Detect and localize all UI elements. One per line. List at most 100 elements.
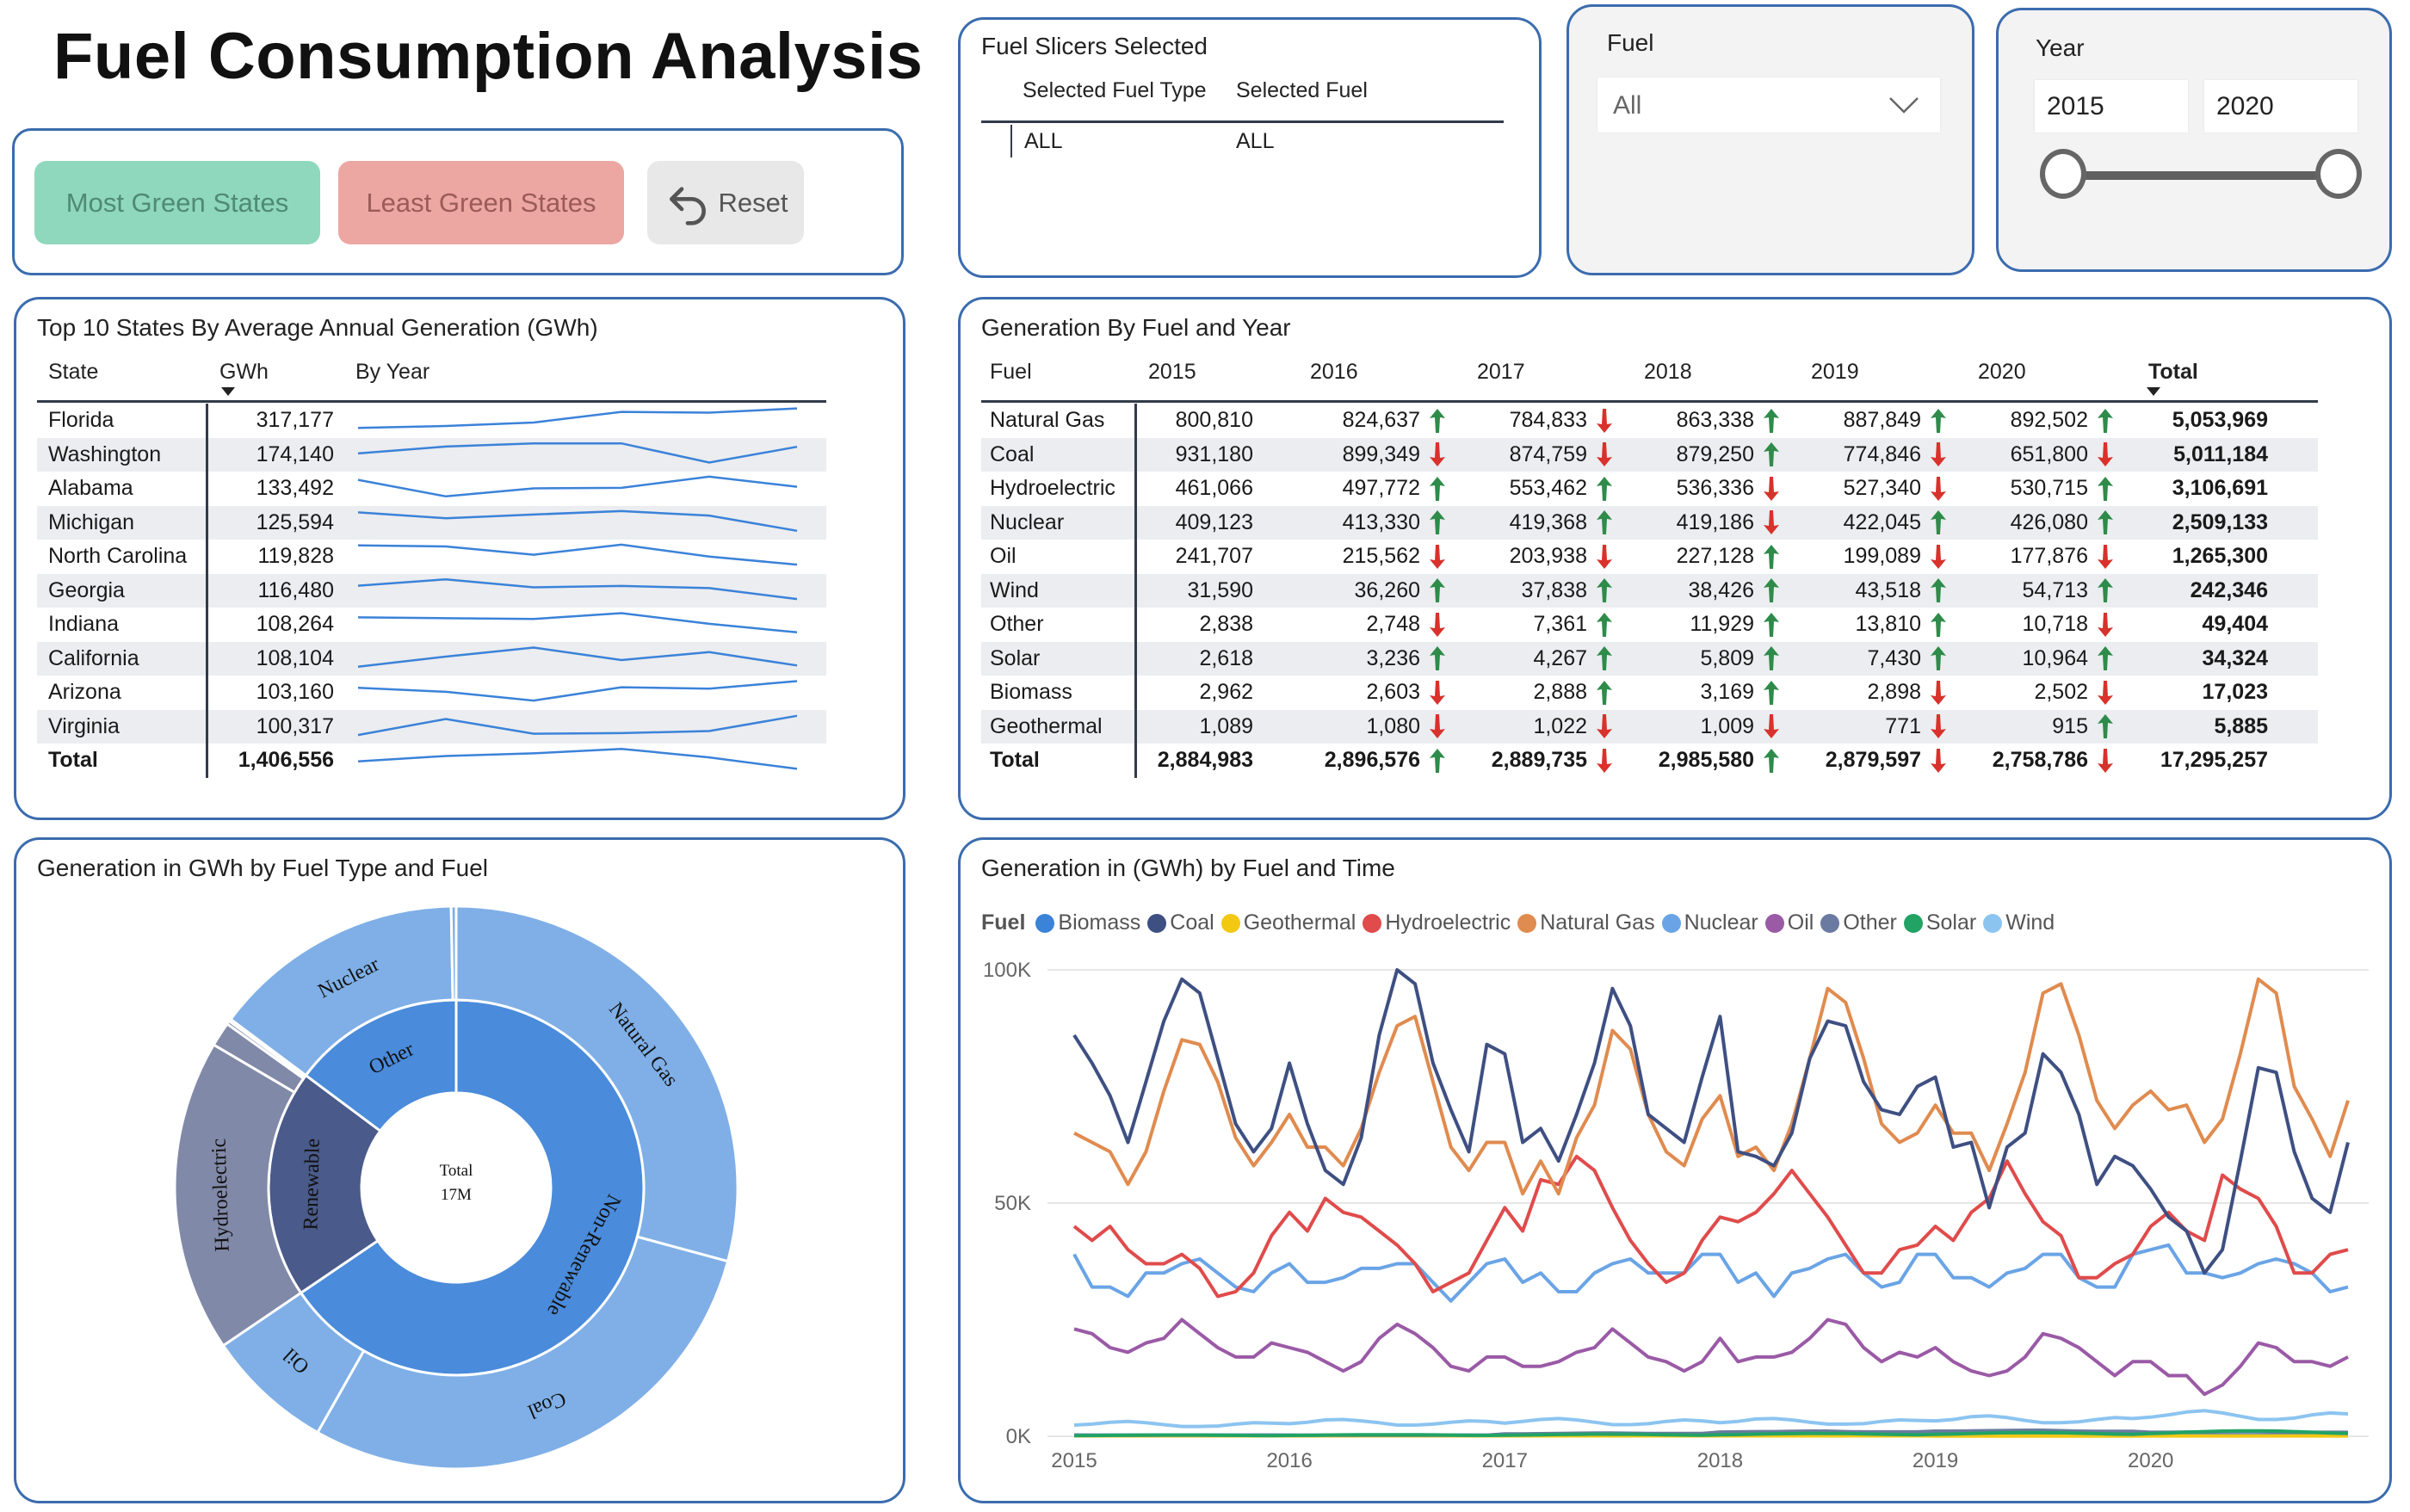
legend-item-biomass[interactable]: Biomass bbox=[1035, 910, 1140, 935]
sunburst-segment-natural-gas[interactable] bbox=[454, 904, 739, 1263]
total-column-header[interactable]: Total bbox=[2148, 360, 2198, 384]
generation-table-title: Generation By Fuel and Year bbox=[981, 314, 1291, 341]
row-divider bbox=[1010, 125, 1012, 157]
year-value-cell: 887,849 bbox=[1792, 404, 1959, 438]
table-row[interactable]: Natural Gas 800,810 824,637 784,833 863,338 8… bbox=[981, 404, 2318, 438]
fuel-cell: Coal bbox=[981, 437, 1137, 472]
year-to-input[interactable]: 2020 bbox=[2204, 80, 2357, 133]
year-slider-end-handle[interactable] bbox=[2315, 149, 2362, 199]
table-row[interactable]: Coal 931,180 899,349 874,759 879,250 774,846 6… bbox=[981, 437, 2318, 472]
table-row[interactable]: Arizona 103,160 bbox=[37, 676, 826, 710]
sparkline-line bbox=[357, 714, 798, 737]
table-row[interactable]: Other 2,838 2,748 7,361 11,929 13,810 10,718 49… bbox=[981, 608, 2318, 642]
state-cell: California bbox=[37, 641, 208, 676]
most-green-states-button[interactable]: Most Green States bbox=[34, 161, 320, 244]
year-slider-track[interactable] bbox=[2067, 171, 2338, 180]
legend-item-solar[interactable]: Solar bbox=[1903, 910, 1976, 935]
line-chart-title: Generation in (GWh) by Fuel and Time bbox=[981, 855, 1395, 881]
table-row[interactable]: Biomass 2,962 2,603 2,888 3,169 2,898 2,502 17,… bbox=[981, 676, 2318, 710]
year-value-cell: 874,759 bbox=[1458, 437, 1625, 472]
legend-item-natural-gas[interactable]: Natural Gas bbox=[1517, 910, 1655, 935]
fuel-dropdown[interactable]: All bbox=[1597, 77, 1940, 133]
arrow-down-icon bbox=[1587, 543, 1622, 571]
gwh-cell: 119,828 bbox=[257, 544, 334, 569]
year-column-header[interactable]: 2018 bbox=[1644, 360, 1692, 384]
table-row[interactable]: Nuclear 409,123 413,330 419,368 419,186 422,0… bbox=[981, 505, 2318, 540]
legend-label: Biomass bbox=[1058, 910, 1141, 935]
year-column-header[interactable]: 2015 bbox=[1148, 360, 1196, 384]
year-value-cell: 43,518 bbox=[1792, 573, 1959, 608]
table-row[interactable]: Michigan 125,594 bbox=[37, 505, 826, 540]
legend-dot-icon bbox=[1035, 913, 1055, 933]
value: 7,430 bbox=[1867, 645, 1921, 670]
value: 2,748 bbox=[1366, 612, 1420, 637]
legend-item-oil[interactable]: Oil bbox=[1764, 910, 1814, 935]
series-line-nuclear[interactable] bbox=[1072, 1243, 2349, 1303]
legend-item-geothermal[interactable]: Geothermal bbox=[1220, 910, 1356, 935]
sunburst-segment-coal[interactable] bbox=[315, 1235, 730, 1471]
sunburst-center-value: 17M bbox=[441, 1186, 472, 1204]
value: 38,426 bbox=[1688, 577, 1754, 602]
year-column-header[interactable]: 2016 bbox=[1310, 360, 1358, 384]
sparkline-cell bbox=[344, 709, 826, 744]
sunburst-segment-hydroelectric[interactable] bbox=[173, 1042, 303, 1348]
year-column-header[interactable]: 2020 bbox=[1978, 360, 2026, 384]
sunburst-center-label: Total bbox=[440, 1162, 473, 1180]
gwh-cell: 1,406,556 bbox=[238, 748, 334, 773]
least-green-states-button[interactable]: Least Green States bbox=[338, 161, 624, 244]
year-from-input[interactable]: 2015 bbox=[2035, 80, 2188, 133]
table-row[interactable]: North Carolina 119,828 bbox=[37, 540, 826, 574]
arrow-down-icon bbox=[2088, 611, 2123, 639]
legend-item-hydroelectric[interactable]: Hydroelectric bbox=[1363, 910, 1511, 935]
table-row[interactable]: Indiana 108,264 bbox=[37, 608, 826, 642]
table-row[interactable]: California 108,104 bbox=[37, 641, 826, 676]
y-tick-label: 0K bbox=[1006, 1425, 1031, 1448]
sparkline-line bbox=[357, 475, 798, 498]
fuel-column-header[interactable]: Fuel bbox=[990, 360, 1032, 384]
gwh-column-header[interactable]: GWh bbox=[219, 360, 269, 384]
series-line-coal[interactable] bbox=[1072, 968, 2350, 1275]
sparkline-line bbox=[357, 612, 798, 634]
arrow-down-icon bbox=[1420, 713, 1455, 740]
table-row[interactable]: Oil 241,707 215,562 203,938 227,128 199,089 17… bbox=[981, 540, 2318, 574]
series-line-wind[interactable] bbox=[1073, 1409, 2349, 1429]
sparkline-cell bbox=[344, 641, 826, 676]
table-row[interactable]: Hydroelectric 461,066 497,772 553,462 536,33… bbox=[981, 472, 2318, 506]
year-from-value: 2015 bbox=[2047, 92, 2104, 120]
generation-table: Natural Gas 800,810 824,637 784,833 863,338 8… bbox=[981, 404, 2318, 778]
year-column-header[interactable]: 2017 bbox=[1477, 360, 1525, 384]
table-row[interactable]: Georgia 116,480 bbox=[37, 573, 826, 608]
series-line-hydroelectric[interactable] bbox=[1072, 1154, 2349, 1299]
series-line-natural-gas[interactable] bbox=[1073, 977, 2350, 1196]
table-row[interactable]: Geothermal 1,089 1,080 1,022 1,009 771 915 5,88… bbox=[981, 709, 2318, 744]
legend-dot-icon bbox=[1903, 913, 1923, 933]
table-row[interactable]: Washington 174,140 bbox=[37, 437, 826, 472]
year-slider-start-handle[interactable] bbox=[2040, 149, 2086, 199]
legend-item-wind[interactable]: Wind bbox=[1983, 910, 2055, 935]
table-row[interactable]: Solar 2,618 3,236 4,267 5,809 7,430 10,964 34,3… bbox=[981, 641, 2318, 676]
fuel-cell: Oil bbox=[981, 540, 1137, 574]
sparkline-line bbox=[357, 509, 798, 532]
series-line-solar[interactable] bbox=[1073, 1429, 2349, 1438]
fuel-slicer-label: Fuel bbox=[1607, 29, 1654, 56]
table-row[interactable]: Virginia 100,317 bbox=[37, 709, 826, 744]
legend-item-coal[interactable]: Coal bbox=[1147, 910, 1214, 935]
total-cell: 3,106,691 bbox=[2172, 476, 2268, 501]
year-value-cell: 774,846 bbox=[1792, 437, 1959, 472]
reset-button[interactable]: Reset bbox=[647, 161, 804, 244]
value: 3,236 bbox=[1366, 645, 1420, 670]
sunburst-segment-other[interactable] bbox=[449, 904, 458, 1002]
legend-item-other[interactable]: Other bbox=[1820, 910, 1897, 935]
year-column-header[interactable]: 2019 bbox=[1811, 360, 1859, 384]
value: 1,080 bbox=[1366, 713, 1420, 738]
year-to-value: 2020 bbox=[2216, 92, 2274, 120]
table-row[interactable]: Florida 317,177 bbox=[37, 404, 826, 438]
table-row[interactable]: Alabama 133,492 bbox=[37, 472, 826, 506]
by-year-sparkline bbox=[357, 645, 798, 668]
table-row[interactable]: Wind 31,590 36,260 37,838 38,426 43,518 54,713… bbox=[981, 573, 2318, 608]
series-line-oil[interactable] bbox=[1073, 1318, 2349, 1397]
legend-item-nuclear[interactable]: Nuclear bbox=[1661, 910, 1758, 935]
fuel-cell: Natural Gas bbox=[981, 404, 1137, 438]
arrow-up-icon bbox=[1420, 407, 1455, 435]
state-column-header[interactable]: State bbox=[48, 360, 99, 384]
